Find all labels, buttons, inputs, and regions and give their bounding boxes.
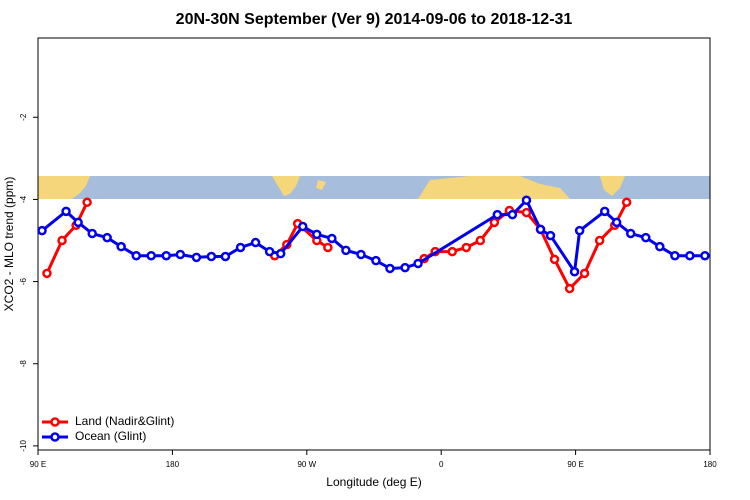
point (42, 268, 52, 279)
point (535, 224, 546, 235)
point (146, 250, 156, 261)
point (327, 233, 337, 244)
point (670, 250, 680, 261)
legend-marker (50, 432, 60, 442)
point (413, 258, 423, 269)
point (356, 249, 366, 260)
point (61, 206, 71, 217)
x-tick-label: 180 (166, 460, 180, 469)
point (641, 232, 651, 243)
x-tick-label: 90 E (30, 460, 46, 469)
point (549, 254, 560, 265)
point (220, 251, 231, 262)
point (191, 252, 202, 263)
point (371, 255, 381, 266)
point (87, 228, 97, 239)
point (161, 250, 172, 261)
point (599, 206, 610, 217)
point (594, 235, 605, 246)
x-tick-label: 0 (439, 460, 444, 469)
point (579, 268, 590, 279)
point (545, 230, 556, 241)
point (250, 237, 261, 248)
point (312, 229, 322, 240)
point (700, 250, 710, 261)
map-strip (38, 176, 710, 199)
y-tick-label: -6 (19, 277, 28, 285)
point (461, 242, 472, 253)
y-axis-label: XCO2 - MLO trend (ppm) (2, 177, 16, 312)
point (621, 197, 632, 208)
point (574, 225, 585, 236)
point (492, 209, 503, 220)
series-line (45, 201, 629, 292)
point (507, 209, 518, 220)
point (323, 242, 333, 253)
plot-frame (37, 37, 711, 451)
point (341, 245, 351, 256)
point (489, 217, 500, 228)
y-tick-label: -4 (19, 195, 28, 203)
point (116, 241, 126, 252)
point (521, 195, 532, 206)
x-tick-label: 180 (703, 460, 717, 469)
point (475, 235, 486, 246)
point (235, 242, 246, 253)
point (611, 217, 622, 228)
point (206, 251, 217, 262)
point (400, 262, 410, 273)
chart-title: 20N-30N September (Ver 9) 2014-09-06 to … (176, 11, 573, 28)
point (175, 249, 186, 260)
point (655, 241, 665, 252)
x-axis-label: Longitude (deg E) (326, 475, 421, 489)
y-tick-label: -10 (19, 440, 28, 452)
point (82, 197, 92, 208)
legend-label: Ocean (Glint) (75, 429, 146, 443)
point (298, 221, 308, 232)
point (564, 283, 575, 294)
point (385, 263, 395, 274)
point (37, 225, 47, 236)
point (447, 246, 458, 257)
point (102, 232, 112, 243)
point (264, 246, 275, 257)
point (625, 228, 636, 239)
legend-label: Land (Nadir&Glint) (75, 414, 174, 428)
point (73, 217, 83, 228)
y-tick-label: -8 (19, 360, 28, 368)
point (131, 250, 142, 261)
x-tick-label: 90 W (297, 460, 316, 469)
legend-marker (50, 417, 60, 427)
y-tick-label: -2 (19, 113, 28, 121)
point (275, 248, 286, 259)
x-tick-label: 90 E (567, 460, 583, 469)
point (569, 266, 580, 277)
point (685, 250, 695, 261)
point (57, 235, 67, 246)
point (521, 207, 532, 218)
